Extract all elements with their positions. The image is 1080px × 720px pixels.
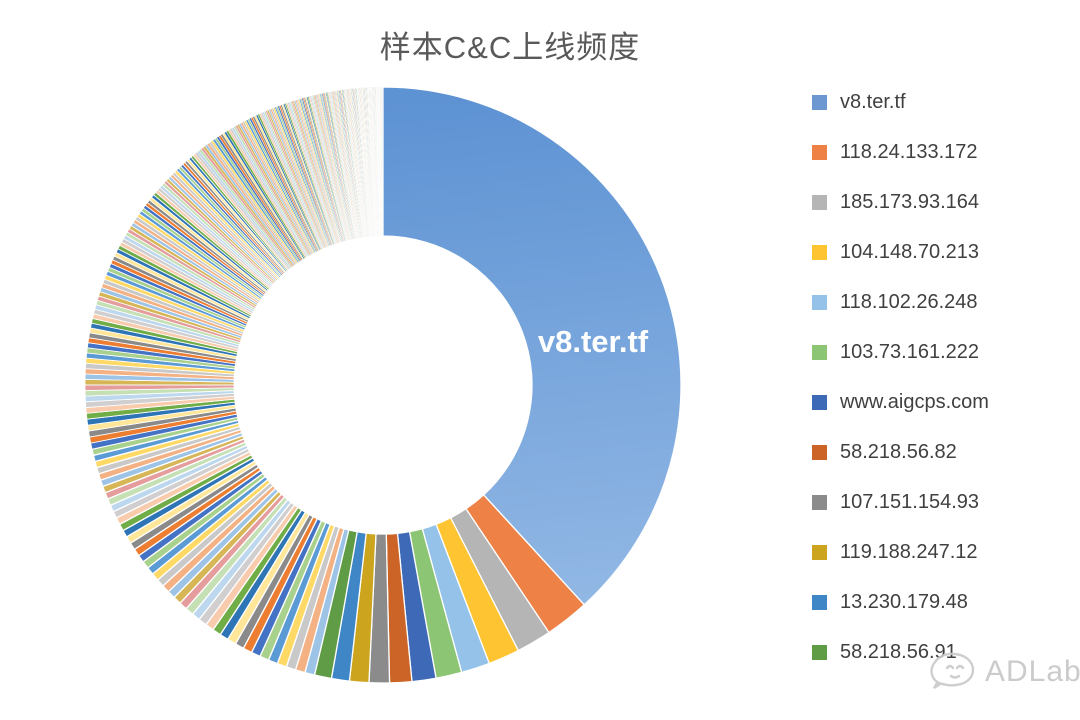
legend-item: 103.73.161.222 <box>812 338 989 366</box>
legend-swatch <box>812 444 827 460</box>
legend-swatch <box>812 144 827 160</box>
adlab-logo-icon <box>930 652 975 690</box>
legend-label: 103.73.161.222 <box>840 340 980 363</box>
legend-label: 58.218.56.82 <box>840 440 957 463</box>
legend-label: www.aigcps.com <box>840 390 989 413</box>
legend-swatch <box>812 94 827 110</box>
legend-label: 13.230.179.48 <box>840 590 968 613</box>
legend-label: 118.102.26.248 <box>840 290 978 313</box>
legend-swatch <box>812 594 827 610</box>
legend-label: 107.151.154.93 <box>840 490 980 513</box>
legend-item: 107.151.154.93 <box>812 488 989 516</box>
legend-swatch <box>812 394 827 410</box>
legend-swatch <box>812 344 827 360</box>
donut-slice <box>382 86 682 606</box>
legend-label: 58.218.56.91 <box>840 640 957 663</box>
donut-slices <box>84 86 682 684</box>
legend-swatch <box>812 494 827 510</box>
legend-swatch <box>812 294 827 310</box>
legend-item: 118.24.133.172 <box>812 138 989 166</box>
legend-label: 119.188.247.12 <box>840 540 978 563</box>
legend-label: v8.ter.tf <box>840 90 906 113</box>
legend-label: 185.173.93.164 <box>840 190 980 213</box>
legend-item: 104.148.70.213 <box>812 238 989 266</box>
legend-swatch <box>812 644 827 660</box>
legend-swatch <box>812 544 827 560</box>
big-slice-label: v8.ter.tf <box>538 324 649 359</box>
legend-item: 118.102.26.248 <box>812 288 989 316</box>
legend-swatch <box>812 244 827 260</box>
legend-item: www.aigcps.com <box>812 388 989 416</box>
legend-item: v8.ter.tf <box>812 88 989 116</box>
adlab-watermark-text: ADLab <box>985 655 1080 688</box>
legend-item: 13.230.179.48 <box>812 588 989 616</box>
chart-title: 样本C&C上线频度 <box>379 30 641 65</box>
legend-swatch <box>812 194 827 210</box>
legend-item: 58.218.56.82 <box>812 438 989 466</box>
legend-label: 118.24.133.172 <box>840 140 978 163</box>
adlab-watermark: ADLab <box>925 643 1080 701</box>
legend-item: 185.173.93.164 <box>812 188 989 216</box>
legend-item: 58.218.56.91 <box>812 638 989 666</box>
legend-item: 119.188.247.12 <box>812 538 989 566</box>
legend-label: 104.148.70.213 <box>840 240 980 263</box>
legend: v8.ter.tf 118.24.133.172 185.173.93.164 104… <box>812 88 989 688</box>
